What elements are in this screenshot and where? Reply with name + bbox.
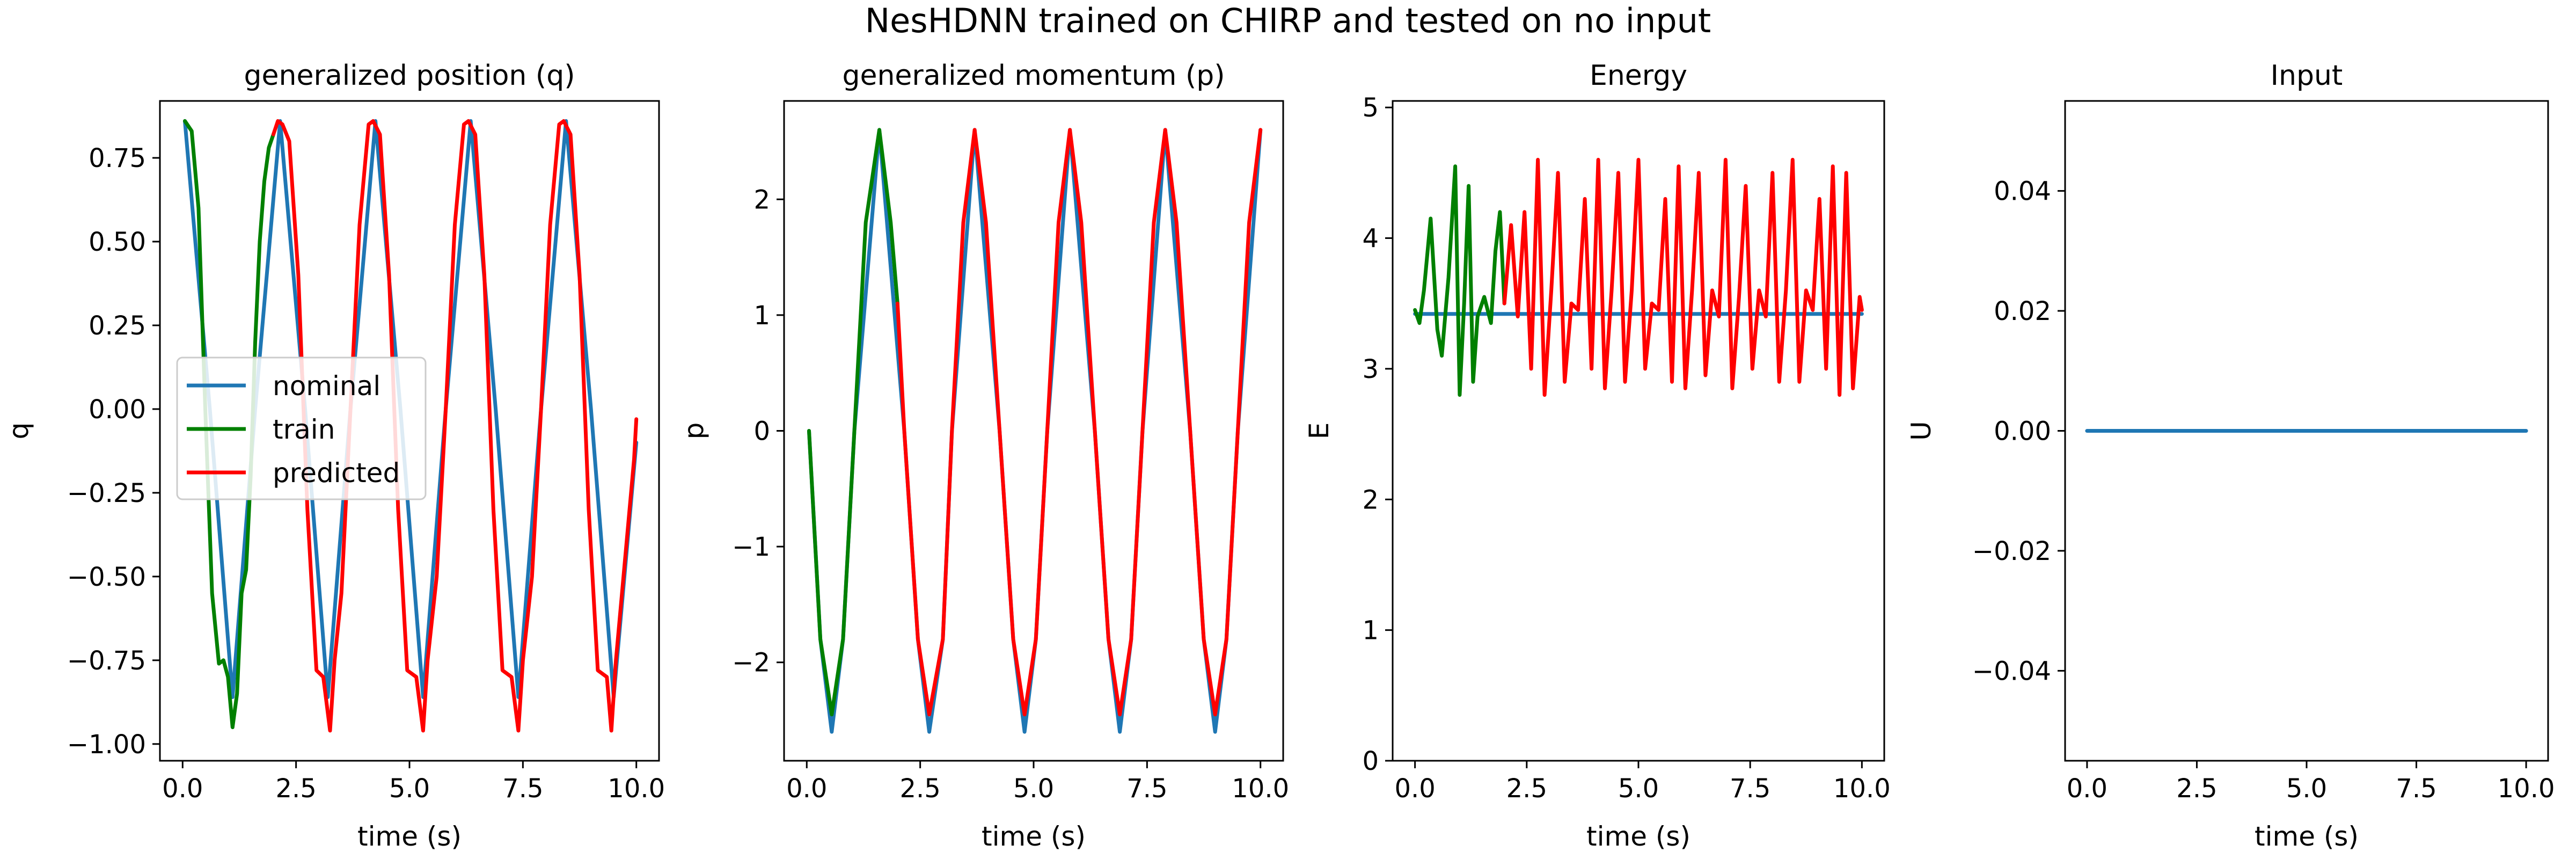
- y-tick-label: 0.75: [89, 143, 146, 173]
- x-tick-label: 0.0: [786, 774, 827, 804]
- x-tick-label: 7.5: [502, 774, 543, 804]
- y-tick-label: −0.25: [67, 478, 146, 508]
- legend-label-predicted: predicted: [273, 457, 400, 489]
- y-tick-label: 0.00: [89, 395, 146, 425]
- y-tick-label: 0: [753, 417, 770, 447]
- x-tick-label: 10.0: [1232, 774, 1289, 804]
- x-tick-label: 2.5: [2176, 774, 2217, 804]
- x-tick-label: 10.0: [608, 774, 665, 804]
- panel-title-q: generalized position (q): [244, 60, 575, 92]
- x-tick-label: 5.0: [1618, 774, 1659, 804]
- y-tick-label: −0.02: [1972, 536, 2051, 566]
- panel-title-p: generalized momentum (p): [842, 60, 1225, 92]
- x-axis-label: time (s): [357, 821, 462, 852]
- panel-input: Input 0.0 2.5 5.0 7.5 10.0 −0.04 −0.02 0.00 0.02 0…: [1906, 60, 2555, 852]
- y-tick-label: 0.00: [1994, 417, 2051, 447]
- legend-frame: [176, 356, 427, 500]
- x-tick-label: 2.5: [275, 774, 316, 804]
- y-tick-label: 0: [1362, 746, 1379, 776]
- series-line-predicted: [895, 128, 1263, 717]
- x-tick-label: 7.5: [1126, 774, 1167, 804]
- series-line-predicted: [271, 119, 639, 733]
- x-tick-label: 7.5: [1730, 774, 1770, 804]
- y-tick-label: 0.04: [1994, 177, 2051, 207]
- y-tick-label: −2: [732, 648, 770, 678]
- panel-title-input: Input: [2271, 60, 2343, 92]
- y-tick-label: 4: [1362, 224, 1379, 254]
- x-tick-label: 7.5: [2396, 774, 2436, 804]
- y-tick-label: 0.50: [89, 227, 146, 257]
- y-tick-label: 3: [1362, 354, 1379, 384]
- x-tick-label: 2.5: [899, 774, 940, 804]
- x-tick-label: 5.0: [1013, 774, 1054, 804]
- x-tick-label: 10.0: [1833, 774, 1891, 804]
- series-line-predicted: [1502, 158, 1864, 397]
- panel-title-energy: Energy: [1590, 60, 1687, 92]
- panel-momentum: generalized momentum (p) 0.0 2.5 5.0 7.5 10.0…: [678, 60, 1289, 852]
- legend-label-nominal: nominal: [273, 370, 380, 402]
- y-tick-label: −0.04: [1972, 656, 2051, 686]
- y-tick-label: −0.50: [67, 562, 146, 592]
- legend-label-train: train: [273, 414, 335, 445]
- series-line-train: [1413, 164, 1506, 397]
- y-tick-label: 2: [1362, 485, 1379, 515]
- panel-energy: Energy 0.0 2.5 5.0 7.5 10.0 0 1 2 3 4 5 time (s) E: [1304, 60, 1891, 852]
- y-tick-label: 5: [1362, 93, 1379, 123]
- series-line-train: [807, 128, 899, 717]
- y-axis-label: E: [1304, 423, 1335, 440]
- x-tick-label: 0.0: [162, 774, 203, 804]
- y-tick-label: 2: [753, 185, 770, 215]
- x-tick-label: 2.5: [1506, 774, 1547, 804]
- y-tick-label: 1: [1362, 616, 1379, 646]
- y-axis-label: p: [678, 423, 709, 440]
- panel-position: generalized position (q) 0.0 2.5 5.0 7.5 10.0…: [3, 60, 665, 852]
- y-tick-label: −0.75: [67, 646, 146, 676]
- x-axis-label: time (s): [2255, 821, 2359, 852]
- y-tick-label: −1: [732, 532, 770, 562]
- x-tick-label: 10.0: [2498, 774, 2555, 804]
- x-tick-label: 5.0: [2286, 774, 2327, 804]
- y-tick-label: 0.02: [1994, 296, 2051, 326]
- x-tick-label: 5.0: [389, 774, 430, 804]
- x-tick-label: 0.0: [1394, 774, 1435, 804]
- y-axis-label: U: [1906, 421, 1937, 441]
- figure-suptitle: NesHDNN trained on CHIRP and tested on n…: [865, 1, 1711, 40]
- x-axis-label: time (s): [982, 821, 1086, 852]
- y-tick-label: 1: [753, 301, 770, 331]
- y-axis-label: q: [3, 423, 34, 440]
- x-axis-label: time (s): [1586, 821, 1690, 852]
- y-tick-label: −1.00: [67, 730, 146, 760]
- legend: nominal train predicted: [176, 356, 427, 500]
- x-tick-label: 0.0: [2067, 774, 2107, 804]
- y-tick-label: 0.25: [89, 311, 146, 341]
